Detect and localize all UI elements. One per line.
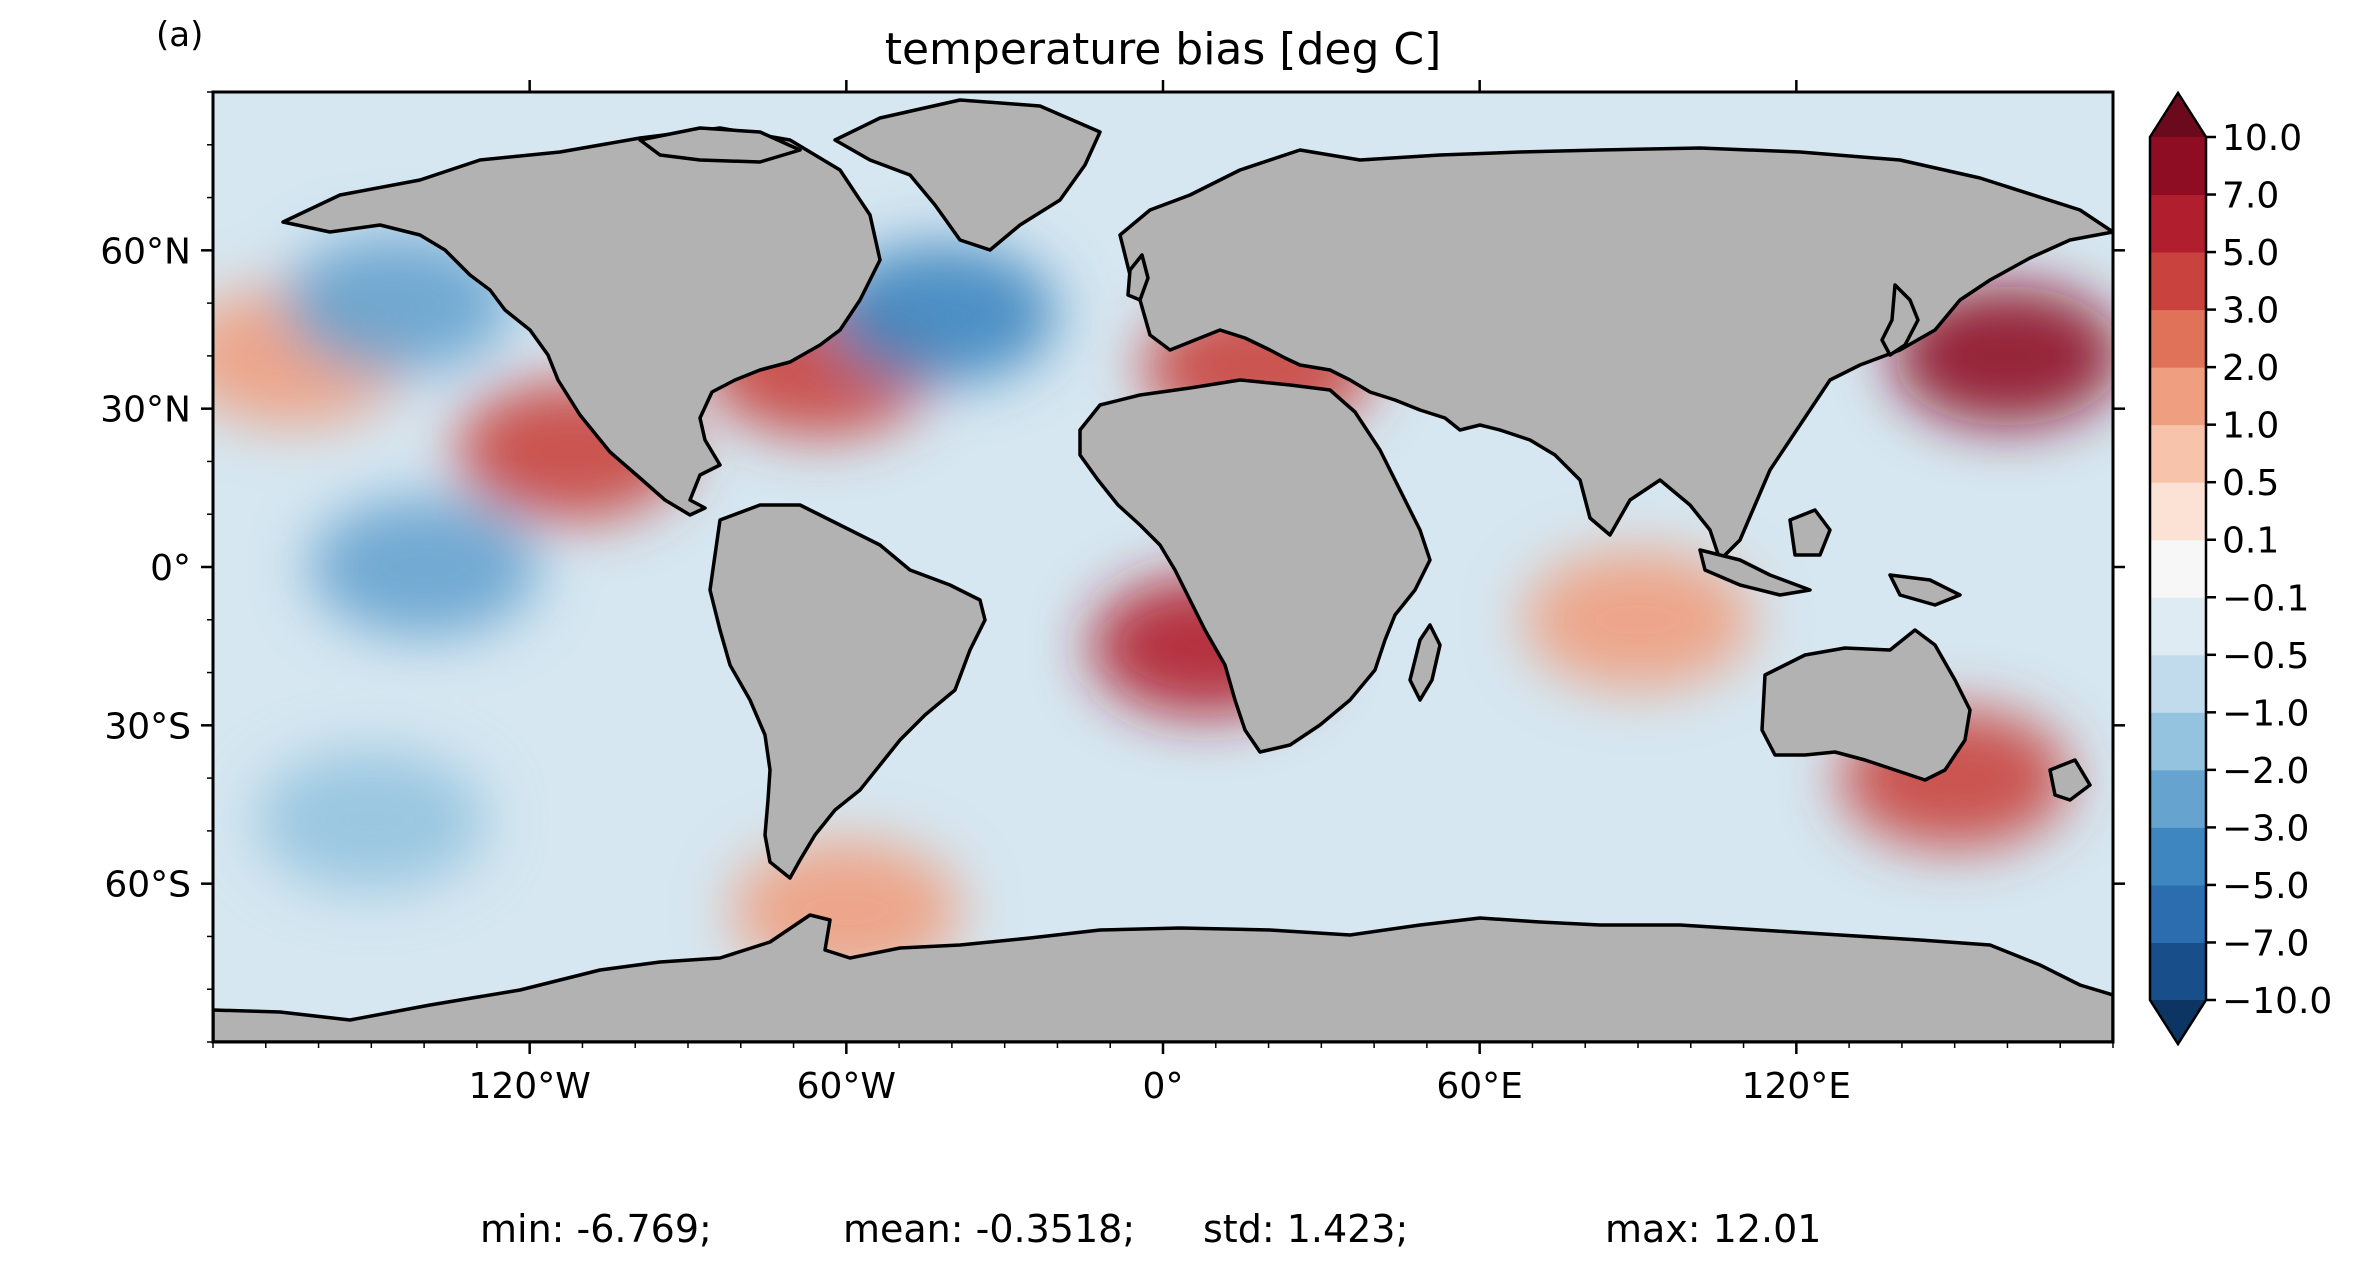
bias-region: [1523, 549, 1753, 690]
land-borneo: [1788, 508, 1832, 557]
land-masses: [213, 98, 2113, 1042]
colorbar-tick-label: 7.0: [2222, 176, 2279, 217]
colorbar-tick-label: −0.5: [2222, 636, 2309, 677]
land-australia: [1760, 628, 1972, 782]
land-madagascar: [1408, 623, 1442, 702]
colorbar-segment: [2150, 769, 2206, 828]
colorbar-tick-label: −1.0: [2222, 693, 2309, 734]
y-tick-label: 0°: [150, 548, 191, 589]
colorbar-segment: [2150, 424, 2206, 483]
colorbar-segment: [2150, 539, 2206, 598]
map-panel: [213, 92, 2113, 1042]
land-indonesia: [1698, 548, 1812, 597]
colorbar-tick-label: −5.0: [2222, 866, 2309, 907]
land-new-zealand: [2048, 758, 2092, 802]
colorbar-tick-label: 3.0: [2222, 291, 2279, 332]
colorbar-segment: [2150, 712, 2206, 771]
x-tick-label: 0°: [1143, 1066, 1184, 1107]
stats-max: max: 12.01: [1605, 1207, 1821, 1251]
colorbar-segment: [2150, 137, 2206, 196]
land-japan: [1880, 283, 1920, 357]
land-eurasia: [1118, 146, 2113, 562]
stats-min: min: -6.769;: [480, 1207, 712, 1251]
panel-label: (a): [156, 15, 203, 55]
land-africa: [1078, 378, 1432, 754]
colorbar-tick-label: −3.0: [2222, 808, 2309, 849]
y-tick-label: 30°N: [100, 390, 191, 431]
colorbar-segment: [2150, 482, 2206, 541]
colorbar-tick-label: 2.0: [2222, 348, 2279, 389]
colorbar: −10.0 −7.0 −5.0 −3.0 −2.0 −1.0 −0.5 −0.1 0.1 0.5 1…: [2148, 90, 2332, 1047]
colorbar-tick-label: 10.0: [2222, 118, 2302, 159]
colorbar-segment: [2150, 194, 2206, 253]
chart-title: temperature bias [deg C]: [885, 24, 1442, 75]
colorbar-tick-label: −0.1: [2222, 578, 2309, 619]
colorbar-segment: [2150, 942, 2206, 1001]
colorbar-segment: [2150, 827, 2206, 886]
colorbar-segment: [2150, 309, 2206, 368]
colorbar-tick-label: 0.5: [2222, 463, 2279, 504]
stats-mean: mean: -0.3518;: [843, 1207, 1135, 1251]
colorbar-segment: [2150, 884, 2206, 943]
x-tick-label: 60°E: [1436, 1066, 1523, 1107]
colorbar-tick-label: 0.1: [2222, 521, 2279, 562]
x-tick-label: 60°W: [797, 1066, 896, 1107]
y-tick-label: 30°S: [104, 706, 191, 747]
colorbar-segment: [2150, 252, 2206, 311]
y-tick-label: 60°S: [104, 865, 191, 906]
bias-region: [256, 750, 487, 891]
stats-std: std: 1.423;: [1203, 1207, 1408, 1251]
x-tick-label: 120°E: [1742, 1066, 1851, 1107]
colorbar-tick-label: −2.0: [2222, 751, 2309, 792]
colorbar-tick-label: 5.0: [2222, 233, 2279, 274]
colorbar-segment: [2150, 654, 2206, 713]
colorbar-over-arrow: [2150, 93, 2206, 137]
colorbar-under-arrow: [2150, 1000, 2206, 1044]
colorbar-tick-label: 1.0: [2222, 406, 2279, 447]
colorbar-segment: [2150, 597, 2206, 656]
colorbar-segment: [2150, 367, 2206, 426]
land-south-america: [708, 503, 987, 880]
land-arctic-islands: [638, 126, 802, 164]
bias-region: [1892, 285, 2113, 426]
land-uk: [1126, 253, 1150, 302]
bias-region: [309, 497, 540, 637]
colorbar-tick-label: −10.0: [2222, 981, 2332, 1022]
land-new-guinea: [1888, 573, 1962, 607]
map-axis-ticks: 120°W 60°W 0° 60°E 120°E 60°N 30°N 0° 30°S 60°S: [100, 80, 2125, 1107]
bias-region: [282, 233, 513, 374]
land-greenland: [833, 98, 1102, 252]
land-antarctica: [213, 913, 2113, 1042]
colorbar-tick-label: −7.0: [2222, 923, 2309, 964]
y-tick-label: 60°N: [100, 231, 191, 272]
bias-region: [826, 243, 1057, 384]
x-tick-label: 120°W: [469, 1066, 591, 1107]
